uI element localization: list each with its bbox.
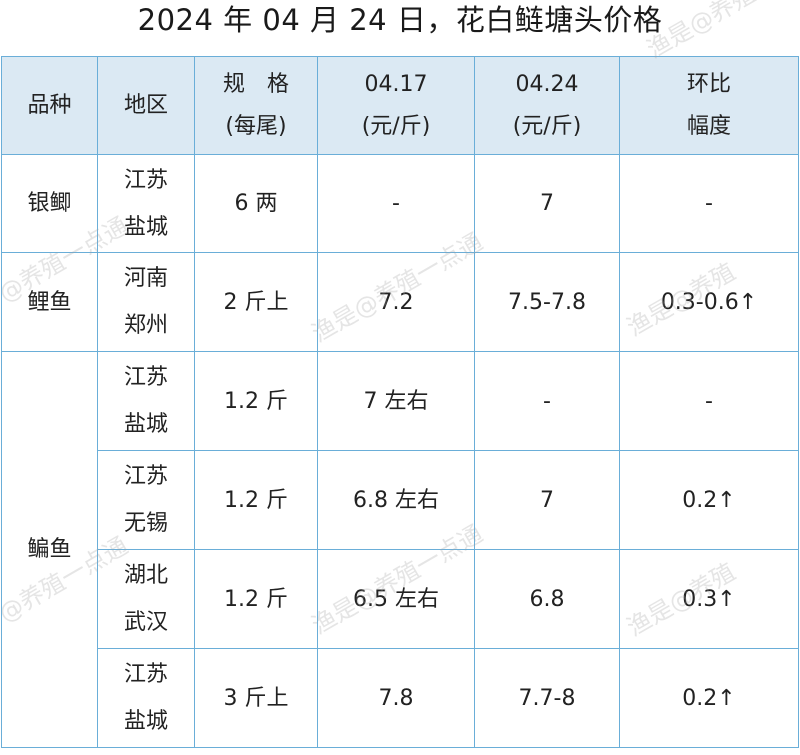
change-cell: - — [619, 351, 799, 451]
region-city: 无锡 — [123, 511, 168, 536]
price-table: 品种 地区 规 格 (每尾) 04.17 (元/斤) 04.24 (元/斤) 环… — [1, 56, 799, 748]
price-0417-cell: 7 左右 — [317, 351, 475, 451]
table-row: 江苏 盐城 3 斤上 7.8 7.7-8 0.2↑ — [2, 648, 799, 748]
region-cell: 江苏 盐城 — [97, 351, 195, 451]
table-row: 江苏 无锡 1.2 斤 6.8 左右 7 0.2↑ — [2, 450, 799, 550]
header-date1-line2: (元/斤) — [361, 113, 431, 139]
spec-cell: 2 斤上 — [194, 252, 318, 352]
header-change-line2: 幅度 — [686, 113, 731, 139]
region-cell: 江苏 盐城 — [97, 648, 195, 748]
region-city: 盐城 — [123, 709, 168, 734]
region-city: 郑州 — [123, 313, 168, 338]
region-city: 盐城 — [123, 214, 168, 240]
price-0424-cell: 7 — [474, 154, 620, 253]
price-0417-cell: 7.2 — [317, 252, 475, 352]
header-change: 环比 幅度 — [619, 56, 799, 155]
header-species: 品种 — [1, 56, 98, 155]
header-spec-line2: (每尾) — [225, 113, 287, 139]
spec-cell: 3 斤上 — [194, 648, 318, 748]
price-0424-cell: 7.7-8 — [474, 648, 620, 748]
spec-cell: 6 两 — [194, 154, 318, 253]
region-province: 河南 — [123, 266, 168, 291]
price-0417-cell: - — [317, 154, 475, 253]
region-province: 湖北 — [123, 563, 168, 588]
table-header-row: 品种 地区 规 格 (每尾) 04.17 (元/斤) 04.24 (元/斤) 环… — [1, 56, 799, 155]
change-cell: 0.3↑ — [619, 549, 799, 649]
price-0417-cell: 7.8 — [317, 648, 475, 748]
change-cell: 0.2↑ — [619, 450, 799, 550]
region-cell: 江苏 盐城 — [97, 154, 195, 253]
spec-cell: 1.2 斤 — [194, 450, 318, 550]
header-spec-line1: 规 格 — [222, 71, 289, 97]
species-cell: 银鲫 — [1, 154, 98, 253]
region-cell: 江苏 无锡 — [97, 450, 195, 550]
price-0424-cell: 7.5-7.8 — [474, 252, 620, 352]
header-date2-line2: (元/斤) — [512, 113, 582, 139]
table-row: 湖北 武汉 1.2 斤 6.5 左右 6.8 0.3↑ — [2, 549, 799, 649]
spec-cell: 1.2 斤 — [194, 549, 318, 649]
region-province: 江苏 — [123, 167, 168, 193]
region-city: 盐城 — [123, 412, 168, 437]
header-change-line1: 环比 — [686, 71, 731, 97]
header-date1: 04.17 (元/斤) — [317, 56, 475, 155]
header-spec: 规 格 (每尾) — [194, 56, 318, 155]
change-cell: 0.3-0.6↑ — [619, 252, 799, 352]
price-0417-cell: 6.8 左右 — [317, 450, 475, 550]
change-cell: 0.2↑ — [619, 648, 799, 748]
region-province: 江苏 — [123, 365, 168, 390]
region-city: 武汉 — [123, 610, 168, 635]
price-0417-cell: 6.5 左右 — [317, 549, 475, 649]
species-cell: 鳊鱼 — [1, 351, 98, 748]
header-date2-line1: 04.24 — [515, 71, 579, 97]
header-region: 地区 — [97, 56, 195, 155]
price-0424-cell: 7 — [474, 450, 620, 550]
header-date1-line1: 04.17 — [364, 71, 428, 97]
price-0424-cell: - — [474, 351, 620, 451]
region-province: 江苏 — [123, 464, 168, 489]
change-cell: - — [619, 154, 799, 253]
header-date2: 04.24 (元/斤) — [474, 56, 620, 155]
page-title: 2024 年 04 月 24 日，花白鲢塘头价格 — [137, 3, 663, 37]
region-province: 江苏 — [123, 662, 168, 687]
table-row: 鳊鱼 江苏 盐城 1.2 斤 7 左右 - - — [1, 351, 799, 748]
table-row: 银鲫 江苏 盐城 6 两 - 7 - — [1, 154, 799, 253]
region-cell: 湖北 武汉 — [97, 549, 195, 649]
region-cell: 河南 郑州 — [97, 252, 195, 352]
table-row: 鲤鱼 河南 郑州 2 斤上 7.2 7.5-7.8 0.3-0.6↑ — [1, 252, 799, 352]
species-cell: 鲤鱼 — [1, 252, 98, 352]
price-0424-cell: 6.8 — [474, 549, 620, 649]
spec-cell: 1.2 斤 — [194, 351, 318, 451]
